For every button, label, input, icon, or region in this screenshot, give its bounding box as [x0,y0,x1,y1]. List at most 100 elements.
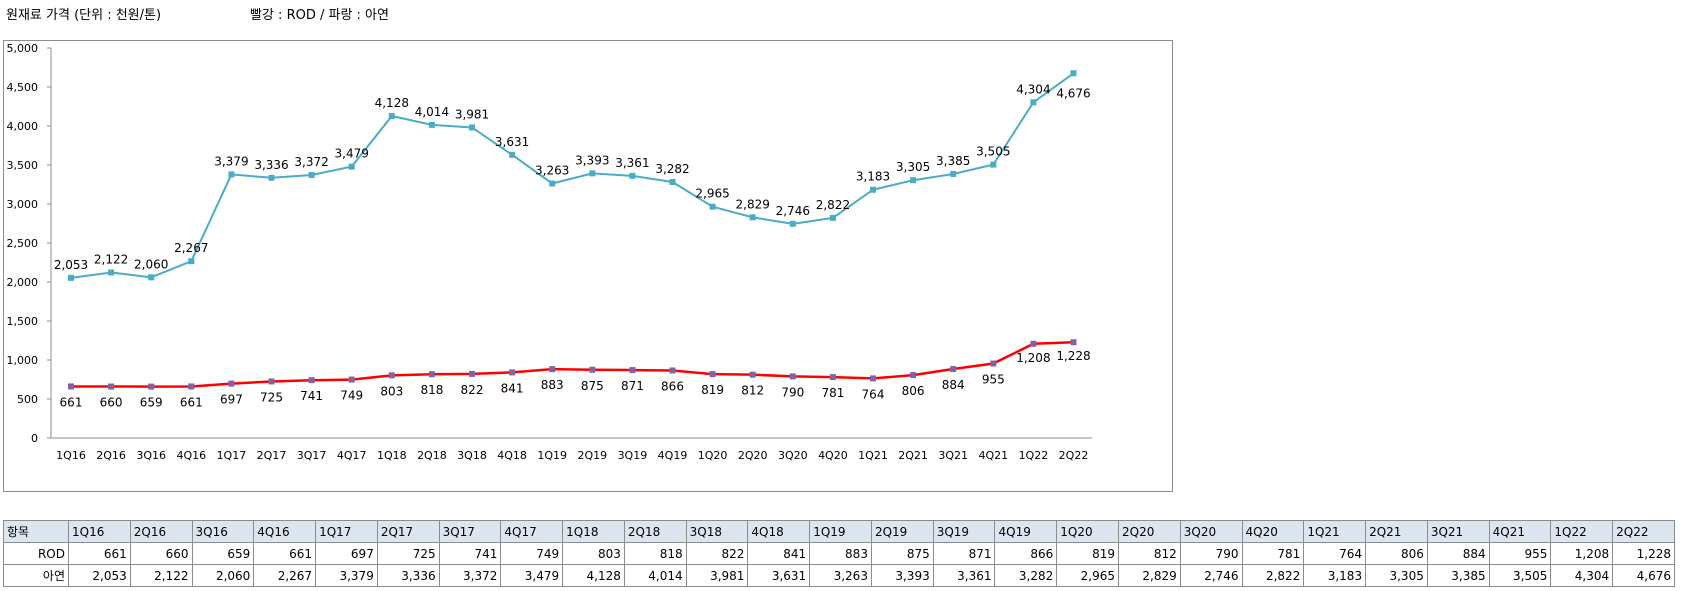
data-label-zinc: 2,060 [134,257,168,271]
table-header-cell: 2Q20 [1118,520,1181,543]
data-point-zinc [469,124,475,131]
table-header-cell: 4Q19 [994,520,1058,543]
table-header-cell: 2Q17 [376,520,440,543]
table-cell: 3,479 [500,564,564,587]
table-header-cell: 2Q22 [1612,520,1675,543]
table-header-cell: 3Q16 [191,520,255,543]
data-point-zinc [629,172,636,179]
data-table: 항목 1Q16 2Q16 3Q16 4Q16 1Q17 2Q17 3Q17 4Q17 1Q18 2Q… [3,520,1675,587]
data-label-zinc: 3,479 [335,147,369,161]
y-tick-label: 1,500 [7,315,39,328]
x-tick-label: 2Q18 [417,449,447,462]
table-cell: 822 [685,542,749,565]
data-point-zinc [749,214,756,221]
x-tick-label: 3Q17 [297,449,327,462]
data-label-rod: 884 [942,378,965,392]
table-cell: 3,379 [315,564,378,587]
table-cell: 871 [932,542,996,565]
data-point-zinc [1030,99,1037,106]
data-point-rod [669,367,676,374]
x-tick-label: 2Q17 [257,449,287,462]
data-point-zinc [589,170,596,177]
data-point-rod [789,373,796,380]
table-cell: 741 [438,542,502,565]
table-cell: 2,829 [1118,564,1181,587]
data-point-rod [589,366,596,373]
table-cell: 2,060 [191,564,255,587]
table-row-label: ROD [3,542,69,565]
data-label-zinc: 3,282 [655,162,689,176]
data-label-zinc: 2,122 [94,252,128,266]
table-cell: 875 [870,542,934,565]
table-cell: 790 [1179,542,1243,565]
data-point-rod [108,383,115,390]
data-point-zinc [268,174,275,181]
x-tick-label: 1Q22 [1019,449,1049,462]
chart-title: 원재료 가격 (단위 : 천원/톤) [6,8,162,23]
table-header-cell: 1Q19 [809,520,872,543]
data-label-rod: 661 [180,395,203,409]
table-cell: 661 [68,542,131,565]
x-tick-label: 3Q16 [136,449,166,462]
x-tick-label: 1Q16 [56,449,86,462]
table-cell: 866 [994,542,1058,565]
data-label-rod: 781 [821,386,844,400]
x-tick-label: 3Q21 [938,449,968,462]
x-tick-label: 3Q19 [618,449,648,462]
data-label-rod: 764 [862,387,885,401]
table-cell: 841 [747,542,811,565]
table-cell: 661 [253,542,317,565]
data-label-rod: 822 [461,383,484,397]
data-label-zinc: 3,379 [214,154,248,168]
data-label-rod: 955 [982,373,1005,387]
table-cell: 806 [1365,542,1428,565]
data-label-zinc: 4,014 [415,105,449,119]
x-tick-label: 4Q18 [497,449,527,462]
data-label-rod: 818 [420,383,443,397]
data-point-rod [1030,340,1037,347]
data-label-zinc: 3,981 [455,107,489,121]
data-label-zinc: 2,965 [695,187,729,201]
table-cell: 3,372 [438,564,502,587]
data-point-zinc [870,186,876,193]
series-line-rod [70,340,1074,388]
table-header-label: 항목 [3,520,69,543]
data-label-zinc: 3,505 [976,145,1010,159]
data-point-rod [950,366,957,373]
data-label-rod: 1,208 [1016,351,1050,365]
table-cell: 725 [376,542,440,565]
x-tick-label: 4Q19 [658,449,688,462]
data-label-zinc: 2,746 [776,204,810,218]
x-tick-label: 1Q19 [537,449,567,462]
data-label-rod: 725 [260,390,283,404]
data-point-rod [148,383,155,390]
data-label-zinc: 2,829 [736,197,770,211]
table-header-cell: 1Q16 [68,520,131,543]
data-point-rod [348,376,355,383]
table-cell: 3,981 [685,564,749,587]
data-point-rod [268,378,275,385]
table-header-cell: 1Q18 [562,520,625,543]
table-cell: 2,267 [253,564,317,587]
table-cell: 884 [1426,542,1490,565]
data-label-zinc: 3,631 [495,135,529,149]
table-cell: 3,361 [932,564,996,587]
table-cell: 2,965 [1056,564,1120,587]
x-tick-label: 3Q20 [778,449,808,462]
data-point-rod [749,371,756,378]
y-tick-label: 500 [17,393,38,406]
data-point-zinc [709,203,716,210]
x-tick-label: 3Q18 [457,449,487,462]
data-point-rod [469,370,475,377]
data-point-zinc [348,163,355,170]
data-label-zinc: 2,267 [174,241,208,255]
table-cell: 4,676 [1612,564,1675,587]
data-label-zinc: 4,128 [375,96,409,110]
data-label-zinc: 3,305 [896,160,930,174]
data-point-rod [428,371,435,378]
data-label-rod: 883 [541,378,564,392]
data-point-zinc [910,177,917,184]
data-label-rod: 866 [661,379,684,393]
table-cell: 3,505 [1488,564,1552,587]
data-label-rod: 871 [621,379,644,393]
